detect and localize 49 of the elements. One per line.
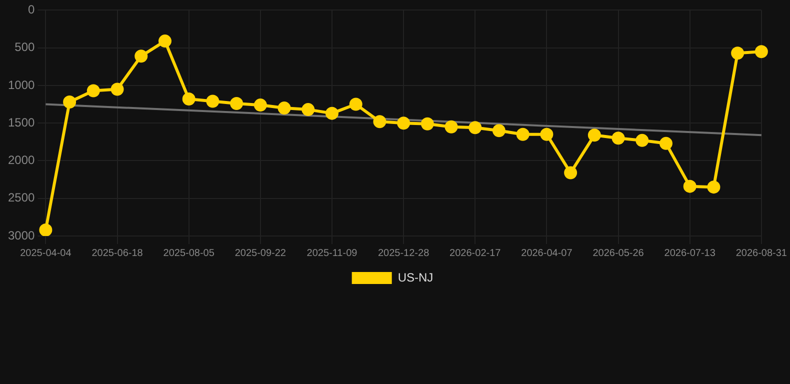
x-tick-label: 2026-07-13 bbox=[664, 248, 716, 259]
point bbox=[612, 132, 625, 145]
point bbox=[636, 134, 649, 147]
point bbox=[158, 34, 172, 48]
point bbox=[492, 124, 506, 138]
point bbox=[349, 98, 362, 111]
point bbox=[110, 82, 124, 96]
point bbox=[373, 115, 386, 128]
point bbox=[397, 116, 410, 130]
y-tick-label: 500 bbox=[14, 40, 36, 54]
y-tick-label: 3000 bbox=[8, 228, 36, 242]
y-tick-label: 1500 bbox=[8, 115, 36, 130]
point bbox=[540, 128, 554, 141]
point bbox=[516, 128, 530, 141]
point bbox=[325, 106, 338, 120]
point bbox=[230, 97, 244, 110]
point bbox=[86, 84, 100, 98]
point bbox=[420, 117, 434, 130]
y-tick-label: 2500 bbox=[8, 190, 36, 205]
y-tick-label: 1000 bbox=[8, 78, 36, 92]
y-tick-label: 2000 bbox=[8, 153, 36, 168]
point bbox=[444, 120, 458, 134]
x-tick-label: 2026-04-07 bbox=[521, 248, 573, 259]
y-tick-label: 0 bbox=[28, 2, 36, 17]
point bbox=[254, 98, 267, 112]
point bbox=[302, 103, 315, 116]
point bbox=[731, 46, 744, 60]
point bbox=[206, 94, 220, 108]
point bbox=[588, 128, 601, 142]
x-tick-label: 2025-04-04 bbox=[20, 248, 72, 259]
point bbox=[659, 136, 672, 150]
x-tick-label: 2026-05-26 bbox=[592, 248, 644, 259]
point bbox=[63, 96, 76, 109]
x-tick-label: 2026-02-17 bbox=[450, 248, 502, 259]
x-tick-label: 2025-11-09 bbox=[306, 248, 358, 259]
point bbox=[564, 166, 578, 180]
x-tick-label: 2025-09-22 bbox=[234, 248, 286, 259]
x-tick-label: 2025-08-05 bbox=[163, 248, 215, 259]
x-tick-label: 2025-06-18 bbox=[92, 248, 144, 259]
legend-label: US-NJ bbox=[398, 270, 434, 284]
point bbox=[683, 180, 696, 193]
point bbox=[707, 180, 720, 194]
point bbox=[278, 102, 291, 115]
point bbox=[754, 45, 768, 58]
point bbox=[182, 92, 196, 106]
x-tick-label: 2025-12-28 bbox=[378, 248, 430, 259]
point bbox=[134, 50, 148, 63]
point bbox=[468, 121, 482, 134]
x-tick-label: 2026-08-31 bbox=[736, 248, 788, 259]
